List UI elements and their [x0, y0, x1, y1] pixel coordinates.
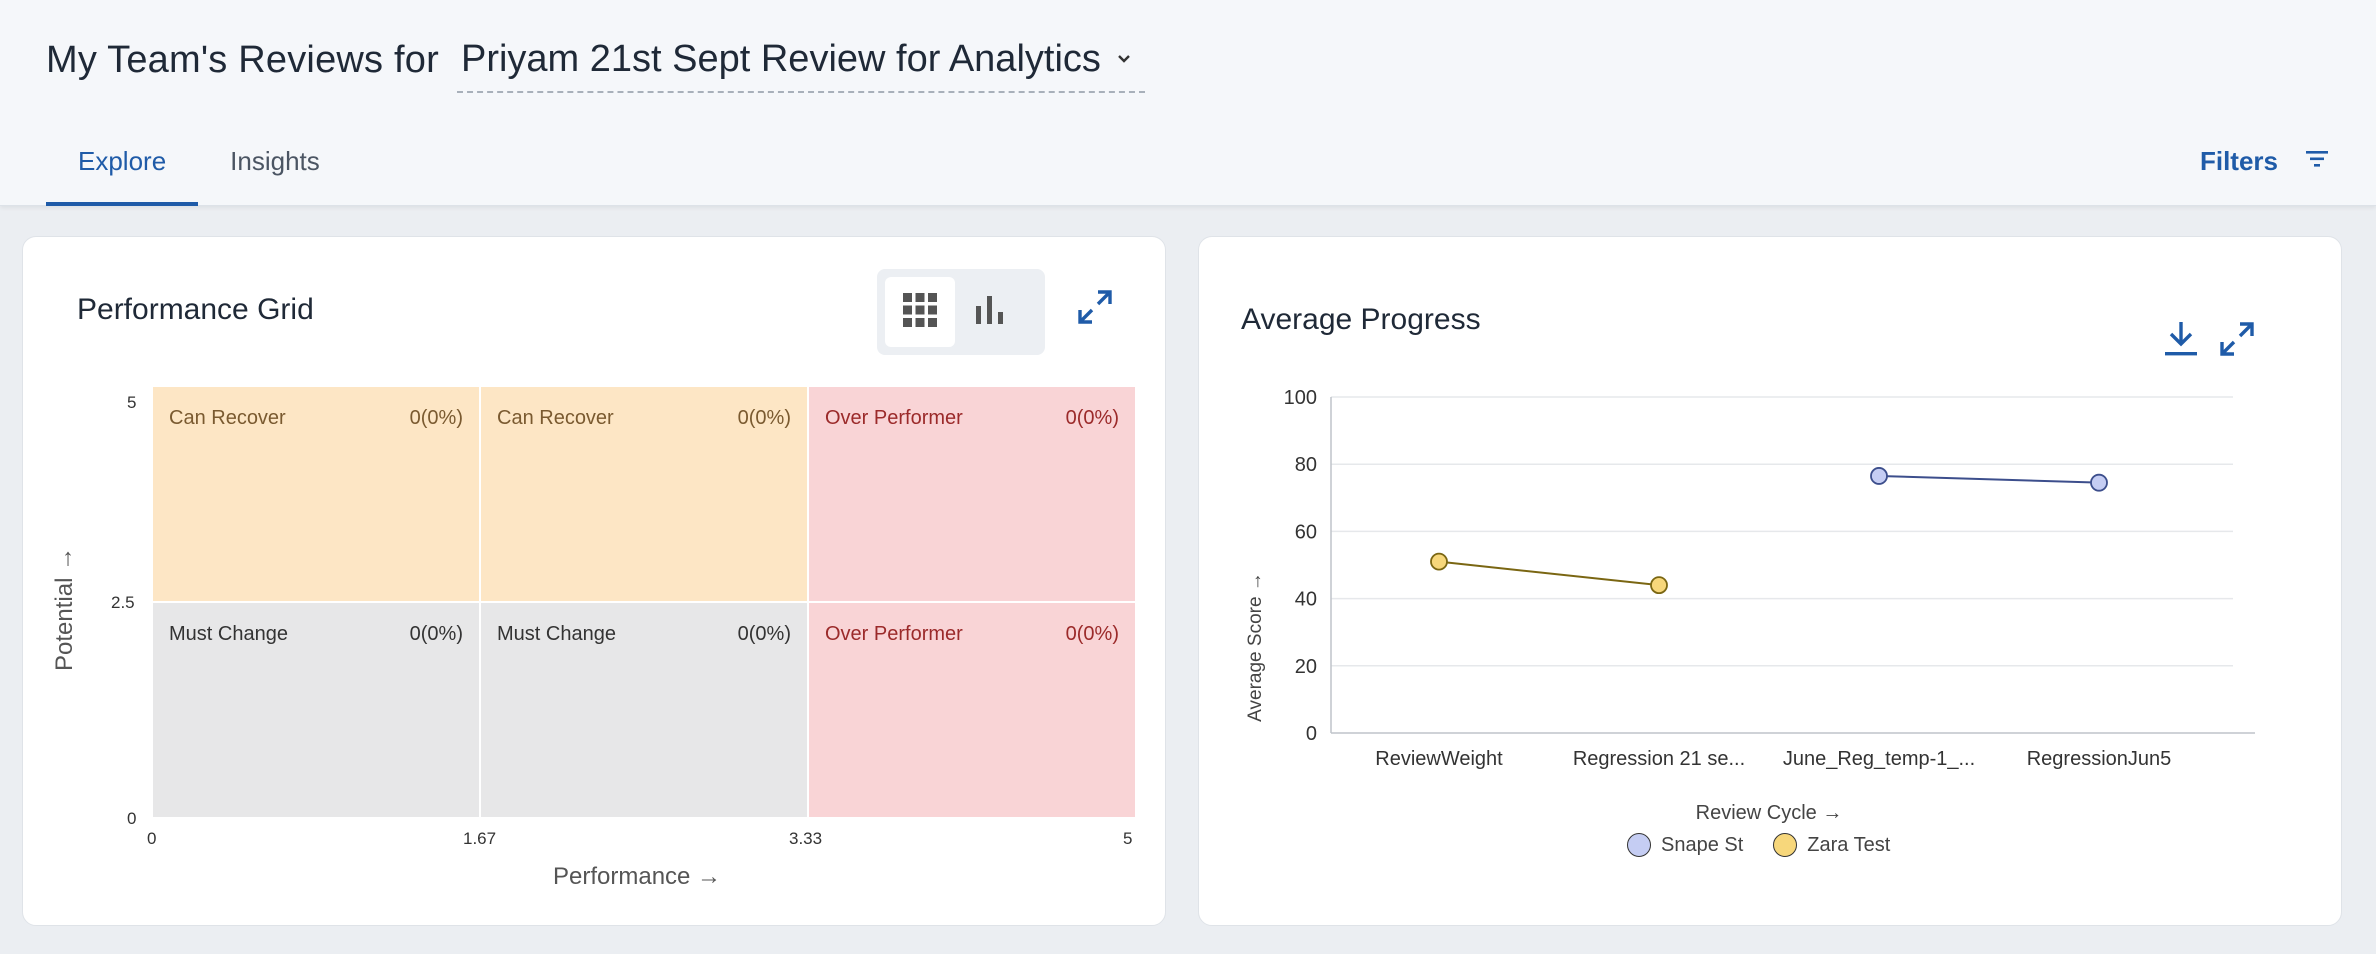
grid-cell[interactable]: Over Performer 0(0%): [809, 387, 1135, 601]
page-title: My Team's Reviews for: [46, 38, 439, 81]
grid-cell-label: Over Performer: [825, 407, 963, 429]
chart-data-point: [1650, 576, 1668, 595]
grid-cell[interactable]: Must Change 0(0%): [481, 603, 807, 817]
filters-label: Filters: [2199, 146, 2278, 176]
x-tick: 5: [1123, 829, 1133, 848]
legend-item-zara[interactable]: Zara Test: [1773, 833, 1890, 857]
legend-swatch: [1773, 833, 1798, 857]
legend-swatch: [1627, 833, 1651, 857]
grid-cell-label: Can Recover: [169, 407, 286, 429]
x-tick: 1.67: [463, 829, 497, 848]
expand-icon: [2218, 320, 2256, 363]
chart-series-line: [1878, 474, 2100, 484]
tab-explore[interactable]: Explore: [46, 128, 199, 206]
chart-data-point: [1430, 552, 1448, 571]
chart-x-tick-label: June_Reg_temp-1_...: [1783, 748, 1975, 770]
performance-grid-title: Performance Grid: [77, 293, 314, 326]
chevron-down-icon: [1115, 50, 1133, 68]
legend-label: Snape St: [1661, 833, 1744, 856]
bar-view-button[interactable]: [955, 277, 1025, 347]
chart-y-ticks: 0 20 40 60 80 100: [1284, 387, 1317, 745]
grid-icon: [903, 292, 937, 332]
y-axis-label: Potential →: [51, 546, 78, 671]
grid-cell-value: 0(0%): [737, 623, 791, 645]
filters-button[interactable]: Filters: [2200, 146, 2328, 177]
grid-cell-value: 0(0%): [737, 407, 791, 429]
chart-y-tick-label: 80: [1295, 454, 1317, 476]
chart-x-axis-label: Review Cycle →: [1696, 802, 1843, 824]
review-selector-value: Priyam 21st Sept Review for Analytics: [460, 37, 1101, 80]
chart-data-point: [2090, 473, 2108, 492]
legend-item-snape[interactable]: Snape St: [1627, 833, 1743, 857]
chart-x-ticks: ReviewWeight Regression 21 se... June_Reg_…: [1375, 748, 2171, 770]
expand-grid-button[interactable]: [1073, 287, 1117, 331]
grid-cell-value: 0(0%): [1065, 623, 1119, 645]
average-progress-chart: 0 20 40 60 80 100 ReviewWeight Regression 21 s…: [1245, 387, 2255, 824]
x-tick: 0: [147, 829, 157, 848]
tab-insights[interactable]: Insights: [230, 146, 320, 176]
expand-icon: [1076, 288, 1114, 331]
chart-y-tick-label: 100: [1284, 387, 1317, 409]
chart-data-point: [1870, 467, 1888, 485]
grid-cell-value: 0(0%): [1065, 407, 1119, 429]
chart-series: [1430, 467, 2108, 595]
grid-cell[interactable]: Can Recover 0(0%): [481, 387, 807, 601]
chart-gridlines: [1330, 396, 2255, 734]
grid-cell-label: Must Change: [169, 623, 288, 645]
performance-grid-card: Performance Grid: [22, 236, 1166, 926]
x-tick: 3.33: [789, 829, 823, 848]
view-toggle: [877, 269, 1045, 355]
chart-y-tick-label: 0: [1306, 723, 1317, 745]
download-icon: [2163, 320, 2199, 363]
tab-bar: Explore Insights: [46, 128, 352, 206]
performance-grid: Can Recover 0(0%) Can Recover 0(0%) Over…: [153, 387, 1135, 817]
grid-cell-label: Over Performer: [825, 623, 963, 645]
y-tick: 0: [127, 809, 137, 828]
average-progress-card: Average Progress 0 20 40 60 80 100 ReviewWeig…: [1198, 236, 2342, 926]
chart-y-tick-label: 40: [1295, 589, 1317, 611]
chart-y-tick-label: 60: [1295, 521, 1317, 543]
grid-cell-value: 0(0%): [409, 623, 463, 645]
chart-legend: Snape St Zara Test: [1627, 833, 1920, 857]
chart-y-axis-label: Average Score →: [1245, 572, 1266, 722]
download-button[interactable]: [2159, 319, 2203, 363]
average-progress-title: Average Progress: [1241, 303, 1481, 336]
page-header: My Team's Reviews for Priyam 21st Sept R…: [0, 0, 2376, 206]
bar-chart-icon: [974, 294, 1006, 331]
grid-cell-label: Must Change: [497, 623, 616, 645]
chart-x-tick-label: Regression 21 se...: [1573, 748, 1745, 770]
grid-cell[interactable]: Can Recover 0(0%): [153, 387, 479, 601]
grid-cell[interactable]: Must Change 0(0%): [153, 603, 479, 817]
expand-chart-button[interactable]: [2215, 319, 2259, 363]
chart-x-tick-label: RegressionJun5: [2027, 748, 2172, 770]
chart-y-tick-label: 20: [1295, 656, 1317, 678]
y-tick: 2.5: [111, 593, 135, 612]
grid-view-button[interactable]: [885, 277, 955, 347]
x-axis-label: Performance →: [553, 863, 722, 890]
grid-cell-label: Can Recover: [497, 407, 614, 429]
y-tick: 5: [127, 393, 137, 412]
review-selector[interactable]: Priyam 21st Sept Review for Analytics: [456, 27, 1145, 93]
legend-label: Zara Test: [1807, 833, 1891, 856]
grid-cell[interactable]: Over Performer 0(0%): [809, 603, 1135, 817]
filter-icon: [2306, 149, 2328, 174]
grid-cell-value: 0(0%): [409, 407, 463, 429]
chart-x-tick-label: ReviewWeight: [1375, 748, 1503, 770]
title-row: My Team's Reviews for Priyam 21st Sept R…: [46, 24, 1145, 96]
chart-series-line: [1438, 560, 1660, 587]
